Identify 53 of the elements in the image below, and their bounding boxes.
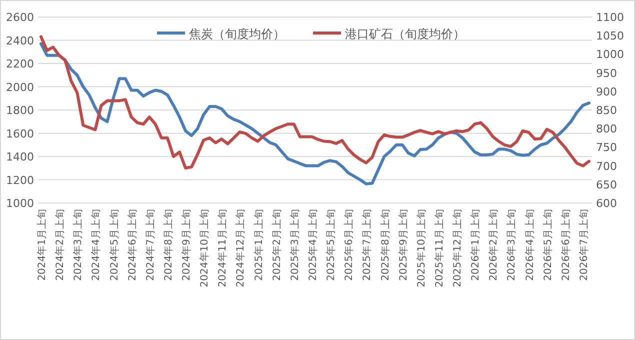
legend-label: 港口矿石（旬度均价）: [345, 27, 465, 41]
x-tick-label: 2026年5月上旬: [542, 209, 554, 281]
y-tick-label: 2400: [6, 34, 34, 48]
x-tick-label: 2026年2月上旬: [488, 209, 500, 281]
x-tick-label: 2025年6月上旬: [343, 209, 356, 281]
y2-tick-label: 650: [596, 178, 617, 192]
x-tick-label: 2026年7月上旬: [578, 209, 590, 281]
x-tick-label: 2025年5月上旬: [325, 209, 338, 281]
y2-tick-label: 850: [596, 104, 617, 117]
y2-tick-label: 750: [596, 141, 617, 154]
legend-label: 焦炭（旬度均价）: [189, 27, 285, 41]
y2-tick-label: 1000: [596, 48, 624, 62]
x-tick-label: 2025年3月上旬: [288, 209, 301, 281]
y2-tick-label: 700: [596, 160, 617, 173]
x-tick-label: 2026年1月上旬: [470, 209, 482, 281]
y-tick-label: 2600: [6, 11, 34, 24]
y2-tick-label: 800: [596, 122, 617, 136]
y2-tick-label: 1100: [596, 11, 624, 24]
x-tick-label: 2025年1月上旬: [252, 209, 265, 281]
x-tick-label: 2024年9月上旬: [180, 209, 193, 281]
x-tick-label: 2025年9月上旬: [397, 209, 410, 281]
x-tick-label: 2024年6月上旬: [126, 209, 138, 281]
y2-tick-label: 900: [596, 85, 617, 98]
x-tick-label: 2024年2月上旬: [54, 209, 66, 281]
x-tick-label: 2025年11月上旬: [433, 209, 446, 288]
x-tick-label: 2025年2月上旬: [270, 209, 283, 281]
x-tick-label: 2024年11月上旬: [216, 209, 229, 288]
x-tick-label: 2024年10月上旬: [198, 209, 211, 288]
y-tick-label: 2000: [6, 80, 34, 94]
x-tick-label: 2025年4月上旬: [306, 209, 319, 281]
x-tick-label: 2024年3月上旬: [72, 209, 84, 281]
y-tick-label: 2200: [6, 58, 34, 70]
y2-tick-label: 950: [596, 66, 617, 80]
y-tick-label: 1000: [6, 197, 34, 210]
x-tick-label: 2024年1月上旬: [36, 209, 48, 281]
x-tick-label: 2026年3月上旬: [506, 209, 518, 281]
x-tick-label: 2026年6月上旬: [560, 209, 572, 281]
x-tick-label: 2024年5月上旬: [108, 209, 120, 281]
x-tick-label: 2025年7月上旬: [361, 209, 374, 281]
y2-tick-label: 1050: [596, 30, 624, 43]
y-tick-label: 1600: [6, 127, 34, 140]
y-tick-label: 1400: [6, 150, 34, 164]
x-tick-label: 2024年4月上旬: [90, 209, 102, 281]
x-tick-label: 2025年12月上旬: [452, 209, 464, 288]
x-tick-label: 2024年7月上旬: [144, 209, 156, 281]
y-tick-label: 1200: [6, 174, 34, 187]
x-tick-label: 2025年8月上旬: [379, 209, 392, 281]
x-tick-label: 2025年10月上旬: [415, 209, 428, 288]
y-tick-label: 1800: [6, 104, 34, 117]
y2-tick-label: 600: [596, 197, 617, 210]
x-tick-label: 2026年4月上旬: [524, 209, 536, 281]
x-tick-label: 2024年12月上旬: [234, 209, 247, 288]
x-tick-label: 2024年8月上旬: [162, 209, 174, 281]
